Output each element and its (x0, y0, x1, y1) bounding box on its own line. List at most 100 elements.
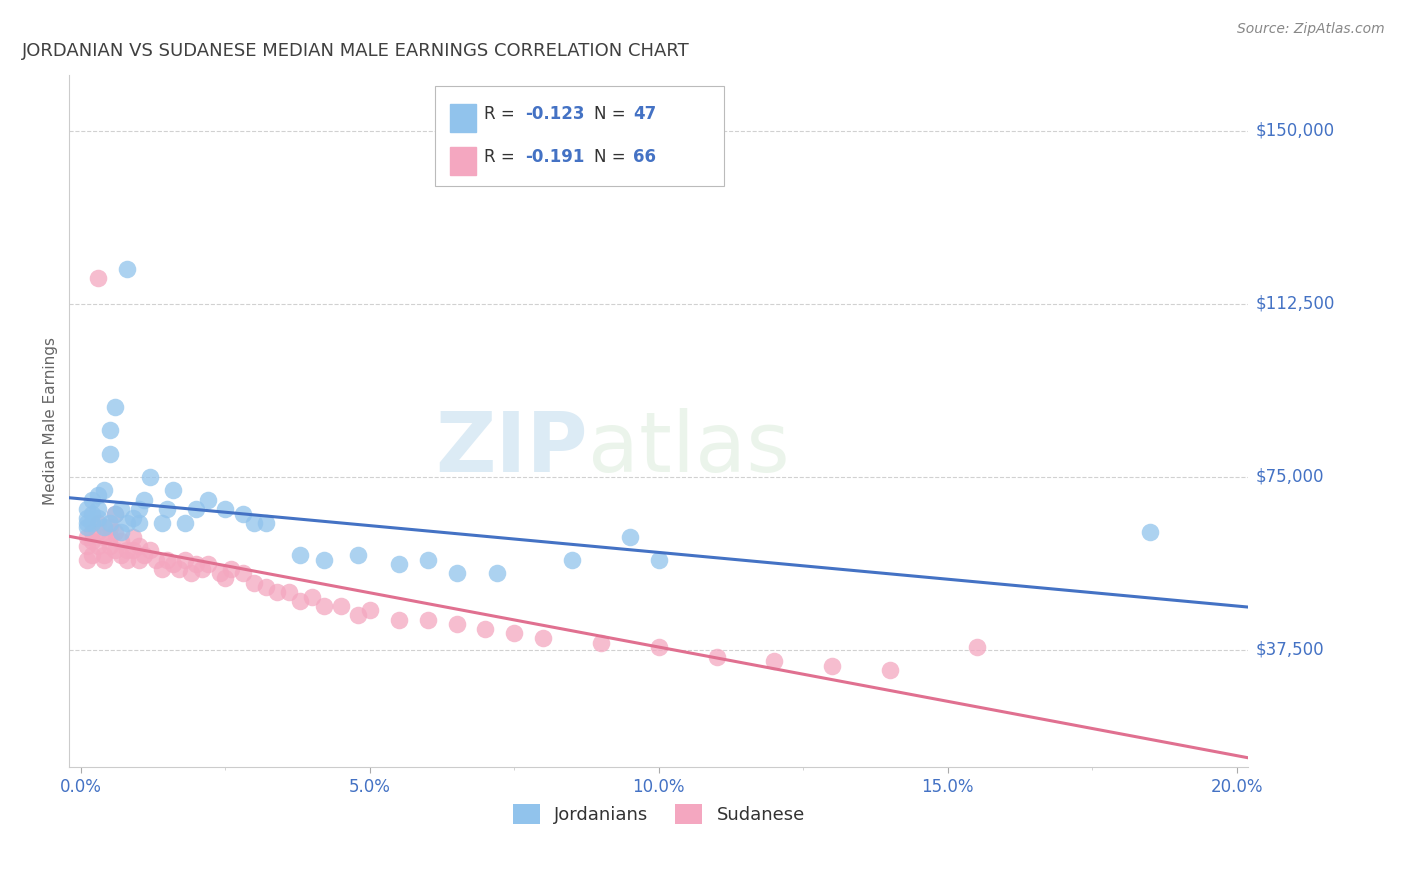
Text: $112,500: $112,500 (1256, 294, 1334, 312)
Point (416, 613, 439, 627)
Point (110, 502, 132, 516)
Point (128, 516, 150, 530)
Point (104, 507, 127, 521)
Point (128, 502, 150, 516)
Point (150, 516, 173, 530)
Point (139, 469, 162, 483)
Point (82, 516, 104, 530)
Point (115, 516, 138, 530)
Point (76, 530, 98, 544)
Point (115, 262, 138, 277)
Point (93, 530, 115, 544)
Point (243, 516, 266, 530)
Point (98, 516, 121, 530)
Point (87, 539, 110, 553)
Point (214, 502, 236, 516)
Text: JORDANIAN VS SUDANESE MEDIAN MALE EARNINGS CORRELATION CHART: JORDANIAN VS SUDANESE MEDIAN MALE EARNIN… (22, 42, 690, 60)
Point (121, 543, 143, 558)
Point (474, 622, 496, 636)
Point (93, 520, 115, 534)
Point (619, 530, 641, 544)
Point (87, 524, 110, 539)
Point (121, 530, 143, 544)
Point (110, 548, 132, 562)
Point (254, 516, 277, 530)
Point (648, 640, 671, 655)
Text: -0.191: -0.191 (526, 148, 585, 166)
Point (1139, 524, 1161, 539)
Point (98, 520, 121, 534)
Point (134, 548, 156, 562)
Point (98, 446, 121, 460)
Point (128, 552, 150, 566)
Point (93, 552, 115, 566)
Point (82, 534, 104, 549)
Point (186, 558, 208, 572)
Text: 47: 47 (633, 105, 657, 123)
Point (879, 664, 901, 678)
Text: ZIP: ZIP (436, 409, 588, 490)
Point (82, 548, 104, 562)
Y-axis label: Median Male Earnings: Median Male Earnings (44, 337, 58, 505)
Point (76, 516, 98, 530)
Point (87, 516, 110, 530)
Point (150, 562, 173, 576)
Point (186, 502, 208, 516)
Point (98, 424, 121, 438)
Point (347, 607, 370, 622)
Point (180, 566, 202, 581)
Point (763, 654, 786, 668)
Text: R =: R = (484, 148, 520, 166)
Point (214, 571, 236, 585)
Point (277, 585, 299, 599)
Point (110, 534, 132, 549)
Point (329, 599, 352, 613)
Point (87, 488, 110, 502)
Point (197, 492, 219, 507)
Point (446, 617, 468, 632)
Point (76, 552, 98, 566)
Point (98, 539, 121, 553)
Point (706, 649, 728, 664)
Point (115, 552, 138, 566)
Bar (450, 147, 477, 175)
Point (134, 492, 156, 507)
Bar (450, 103, 477, 132)
Point (219, 562, 242, 576)
Point (821, 658, 844, 673)
Text: N =: N = (593, 148, 631, 166)
Point (110, 524, 132, 539)
Point (162, 483, 184, 498)
Point (128, 539, 150, 553)
Point (589, 636, 612, 650)
Point (648, 552, 671, 566)
Text: $37,500: $37,500 (1256, 640, 1324, 658)
Point (93, 548, 115, 562)
Point (87, 502, 110, 516)
Point (388, 558, 411, 572)
Text: $150,000: $150,000 (1256, 121, 1334, 139)
Point (966, 640, 988, 655)
Point (266, 585, 288, 599)
Point (76, 511, 98, 525)
Point (162, 558, 184, 572)
Point (290, 594, 312, 608)
Point (76, 502, 98, 516)
Point (254, 580, 277, 594)
Text: 66: 66 (633, 148, 655, 166)
Point (87, 511, 110, 525)
Point (312, 599, 335, 613)
Point (531, 631, 554, 645)
Point (76, 520, 98, 534)
Text: $75,000: $75,000 (1256, 467, 1324, 485)
Text: R =: R = (484, 105, 520, 123)
Text: atlas: atlas (588, 409, 790, 490)
Text: Source: ZipAtlas.com: Source: ZipAtlas.com (1237, 22, 1385, 37)
Point (104, 401, 127, 415)
FancyBboxPatch shape (434, 86, 724, 186)
Point (173, 516, 195, 530)
Text: N =: N = (593, 105, 631, 123)
Point (485, 566, 508, 581)
Point (115, 543, 138, 558)
Point (561, 552, 583, 566)
